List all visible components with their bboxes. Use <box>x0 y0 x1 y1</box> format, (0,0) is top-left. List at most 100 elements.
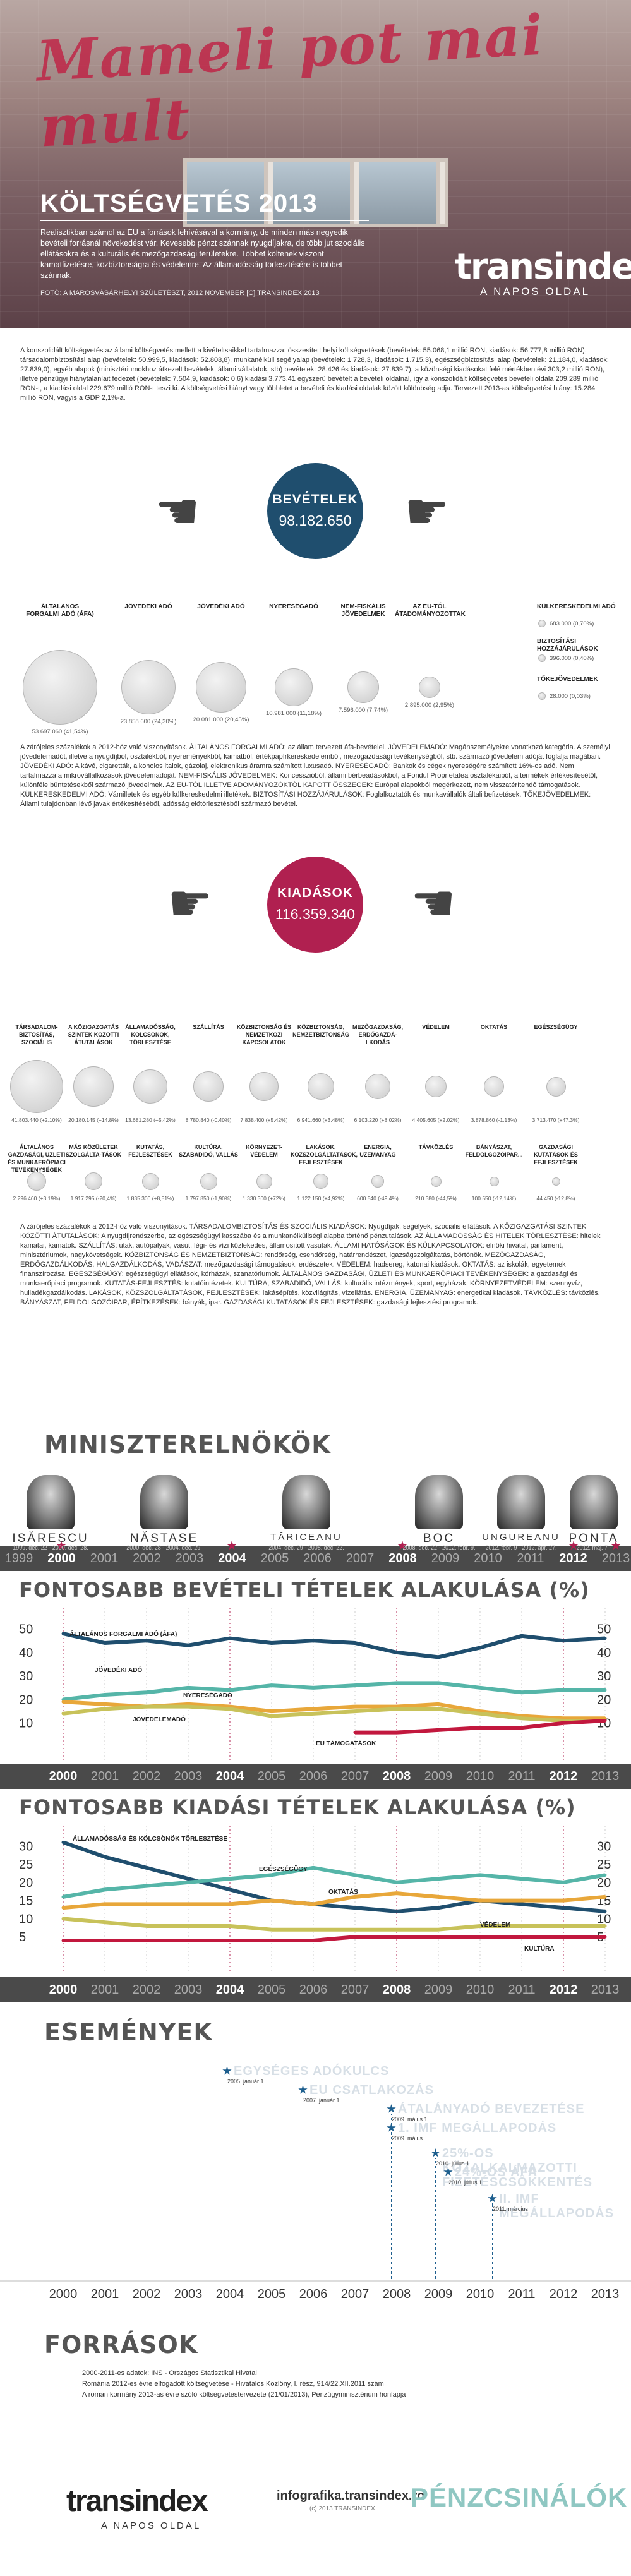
expense-category-label: KÖRNYEZET-VÉDELEM <box>245 1144 282 1158</box>
source-line: Románia 2012-es évre elfogadott költségv… <box>82 2380 384 2388</box>
revenue-side-value: 683.000 (0,70%) <box>550 620 594 627</box>
data-point <box>603 1719 607 1723</box>
year-label: 2006 <box>299 1769 328 1783</box>
event-title: ÁTALÁNYADÓ BEVEZETÉSE <box>398 2102 585 2116</box>
year-label: 2011 <box>517 1551 544 1565</box>
revenue-bubble <box>347 671 379 703</box>
expense-bubble <box>308 1073 334 1100</box>
data-point <box>478 1726 482 1730</box>
data-point <box>395 1731 399 1735</box>
event-title: II. IMF MEGÁLLAPODÁS <box>499 2192 614 2220</box>
expense-category-label: KÖZBIZTONSÁG, NEMZETBIZTONSÁG <box>292 1024 349 1038</box>
data-point <box>270 1709 273 1713</box>
year-label: 2012 <box>549 1983 578 1997</box>
footer-site-link[interactable]: infografika.transindex.ro <box>277 2489 425 2503</box>
data-point <box>270 1641 273 1645</box>
data-point <box>353 1895 357 1899</box>
expense-bubble <box>313 1174 328 1189</box>
series-label: JÖVEDÉKI ADÓ <box>95 1666 142 1674</box>
transindex-logo[interactable]: transindex <box>455 246 631 287</box>
revenue-category-label: AZ EU-TÓL ÁTADOMÁNYOZOTTAK <box>395 603 466 618</box>
expense-category-label: ENERGIA, ÜZEMANYAG <box>359 1144 396 1158</box>
pointing-hand-icon: ☚ <box>404 483 450 539</box>
data-point <box>186 1924 190 1928</box>
source-line: 2000-2011-es adatok: INS - Országos Stat… <box>82 2369 257 2377</box>
expense-year-bar: 2000 2001 2002 2003 2004 2005 2006 2007 2008 2009… <box>0 1977 631 2002</box>
year-label: 2000 <box>49 1769 78 1783</box>
data-point <box>436 1707 440 1711</box>
year-label: 2009 <box>424 2287 453 2301</box>
expense-value: 210.380 (-44,5%) <box>415 1195 457 1201</box>
y-tick-label: 20 <box>19 1876 33 1890</box>
y-tick-label: 20 <box>597 1693 611 1707</box>
year-label: 2013 <box>591 1983 620 1997</box>
year-label: 2005 <box>257 1769 286 1783</box>
data-point <box>436 1728 440 1732</box>
series-line <box>63 1704 605 1723</box>
revenue-value: 2.895.000 (2,95%) <box>404 702 455 709</box>
year-label: 2001 <box>90 2287 119 2301</box>
data-point <box>562 1721 565 1725</box>
revenue-total: 98.182.650 <box>279 512 352 529</box>
data-point <box>103 1920 107 1924</box>
data-point <box>186 1902 190 1906</box>
series-label: EGÉSZSÉGÜGY <box>259 1865 308 1873</box>
expense-value: 8.780.840 (-0,40%) <box>185 1117 232 1123</box>
year-label: 2011 <box>508 1983 536 1997</box>
year-label: 2013 <box>591 2287 620 2301</box>
data-point <box>103 1693 107 1697</box>
data-point <box>228 1688 232 1692</box>
expense-category-label: MÁS KÖZÜLETEK SZOLGÁLTA-TÁSOK <box>65 1144 122 1158</box>
data-point <box>311 1707 315 1711</box>
series-line <box>63 1681 605 1702</box>
year-label: 2011 <box>508 1769 536 1783</box>
expense-value: 1.835.300 (+8,51%) <box>126 1195 174 1201</box>
data-point <box>61 1700 65 1704</box>
pointing-hand-icon: ☛ <box>155 483 200 539</box>
year-label: 2010 <box>466 2287 495 2301</box>
data-point <box>61 1906 65 1910</box>
expense-bubble <box>193 1071 224 1102</box>
pointing-hand-icon: ☛ <box>167 875 213 931</box>
revenue-side-bubble <box>538 620 546 627</box>
data-point <box>478 1873 482 1877</box>
series-line <box>63 1840 606 1913</box>
data-point <box>603 1924 607 1928</box>
data-point <box>353 1731 357 1735</box>
revenue-value: 10.981.000 (11,18%) <box>265 710 322 717</box>
data-point <box>61 1895 65 1899</box>
series-line <box>63 1917 605 1932</box>
year-label: 2008 <box>382 2287 411 2301</box>
data-point <box>520 1690 524 1694</box>
data-point <box>311 1639 315 1642</box>
data-point <box>270 1928 273 1932</box>
event-title: EU CSATLAKOZÁS <box>309 2083 434 2097</box>
revenue-explanation: A zárójeles százalékok a 2012-höz való v… <box>20 743 610 808</box>
data-point <box>228 1877 232 1881</box>
data-point <box>395 1881 399 1884</box>
y-tick-label: 10 <box>19 1912 33 1926</box>
data-point <box>353 1705 357 1709</box>
hero-window <box>183 158 448 227</box>
data-point <box>103 1855 107 1859</box>
year-label: 2012 <box>549 1769 578 1783</box>
revenue-category-label: JÖVEDÉKI ADÓ <box>197 603 245 610</box>
footer-logo[interactable]: transindex <box>66 2484 208 2518</box>
revenue-value: 23.858.600 (24,30%) <box>120 718 177 725</box>
revenue-bubble <box>275 668 313 706</box>
expense-value: 4.405.605 (+2,02%) <box>412 1117 460 1123</box>
data-point <box>603 1910 607 1913</box>
pm-name: BOC <box>423 1532 455 1545</box>
year-label: 2007 <box>340 2287 370 2301</box>
y-tick-label: 25 <box>597 1858 611 1872</box>
series-label: KULTÚRA <box>524 1944 555 1953</box>
expense-bubble <box>551 1177 560 1186</box>
expense-value: 2.296.460 (+3,19%) <box>13 1195 61 1201</box>
pointing-hand-icon: ☚ <box>411 875 456 931</box>
pm-name: TĂRICEANU <box>270 1532 342 1543</box>
pm-portrait <box>415 1475 463 1529</box>
y-tick-label: 25 <box>19 1858 33 1872</box>
data-point <box>436 1928 440 1932</box>
year-label: 2005 <box>257 2287 286 2301</box>
